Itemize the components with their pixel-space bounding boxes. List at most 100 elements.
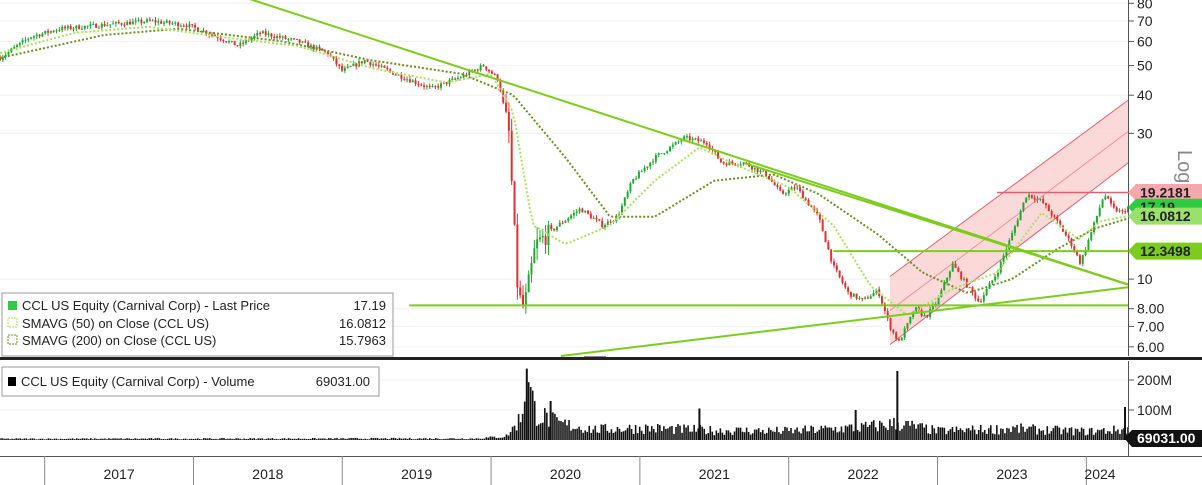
volume-bar-404: [814, 433, 817, 440]
volume-bar-529: [1066, 432, 1069, 440]
candle-body-204: [575, 211, 578, 213]
volume-bar-472: [951, 427, 954, 440]
volume-bar-49: [98, 439, 100, 440]
candle-body-340: [960, 271, 963, 280]
candle-body-271: [765, 170, 768, 176]
volume-bar-285: [574, 429, 576, 440]
volume-bar-546: [1100, 429, 1103, 440]
candle-body-27: [75, 25, 78, 29]
volume-bar-326: [657, 424, 659, 440]
volume-bar-112: [225, 439, 227, 440]
candle-body-363: [1025, 197, 1028, 203]
volume-bar-532: [1072, 435, 1075, 440]
volume-bar-313: [630, 429, 633, 440]
candle-body-128: [360, 61, 363, 64]
candle-body-290: [818, 213, 821, 220]
candle-body-24: [66, 26, 69, 29]
candle-body-285: [804, 198, 807, 200]
volume-bar-501: [1010, 431, 1012, 440]
candle-body-391: [1104, 196, 1107, 200]
volume-bar-521: [1050, 431, 1053, 440]
legend-last-price-label: CCL US Equity (Carnival Corp) - Last Pri…: [22, 298, 270, 313]
volume-bar-520: [1048, 433, 1051, 440]
volume-bar-369: [743, 432, 746, 440]
trendlines: [249, 0, 1129, 357]
candle-body-102: [287, 38, 290, 40]
legend-sma50-value: 16.0812: [339, 316, 386, 331]
candle-body-40: [112, 23, 115, 25]
candle-body-47: [131, 21, 134, 25]
candle-body-256: [722, 162, 725, 164]
volume-bar-94: [188, 438, 191, 440]
candle-body-23: [64, 26, 67, 29]
volume-bar-460: [927, 433, 930, 440]
candle-body-306: [864, 297, 867, 299]
volume-bar-19: [37, 439, 40, 440]
volume-bar-48: [96, 438, 98, 440]
volume-bar-434: [874, 427, 877, 440]
volume-bar-55: [110, 438, 112, 440]
candle-body-110: [309, 45, 312, 48]
volume-bar-339: [683, 424, 685, 440]
volume-bar-550: [1109, 431, 1111, 440]
candle-body-154: [434, 86, 437, 88]
candle-body-250: [705, 142, 708, 145]
price-legend[interactable]: CCL US Equity (Carnival Corp) - Last Pri…: [1, 292, 394, 357]
candle-body-84: [236, 45, 239, 47]
candle-body-203: [572, 212, 575, 216]
candle-body-7: [18, 42, 21, 46]
volume-bar-420: [846, 426, 849, 440]
candle-body-255: [719, 158, 722, 163]
volume-bar-122: [245, 439, 247, 440]
volume-bar-177: [356, 438, 358, 440]
candle-body-170: [479, 65, 482, 71]
volume-bar-344: [693, 424, 695, 440]
candle-body-12: [32, 36, 35, 38]
volume-bar-109: [219, 438, 221, 440]
volume-bar-441: [889, 419, 891, 440]
volume-bar-72: [144, 438, 147, 440]
volume-bar-446: [899, 430, 901, 440]
candle-body-51: [143, 21, 146, 23]
volume-bar-101: [203, 438, 205, 440]
candle-body-17: [47, 30, 50, 33]
regression-channel: [889, 99, 1129, 346]
volume-bar-74: [148, 438, 151, 440]
volume-bar-346: [697, 428, 699, 440]
volume-bar-75: [150, 438, 153, 440]
volume-bar-255: [513, 425, 516, 440]
volume-bar-518: [1044, 434, 1047, 440]
candle-body-202: [570, 215, 573, 219]
volume-bar-153: [307, 439, 310, 440]
candle-body-149: [420, 84, 423, 86]
volume-bar-506: [1020, 423, 1022, 440]
volume-legend[interactable]: CCL US Equity (Carnival Corp) - Volume 6…: [1, 366, 380, 397]
volume-bar-515: [1038, 428, 1041, 440]
candle-body-31: [86, 25, 89, 27]
candle-body-260: [734, 163, 737, 165]
volume-bar-360: [725, 430, 728, 440]
volume-bar-537: [1082, 428, 1085, 440]
candle-body-107: [301, 41, 304, 43]
candle-body-205: [578, 208, 581, 212]
volume-bar-386: [778, 432, 780, 440]
volume-bar-410: [826, 427, 829, 440]
candle-body-179: [505, 102, 508, 112]
volume-spike-3: [698, 408, 701, 440]
volume-bar-524: [1056, 425, 1059, 440]
volume-bar-525: [1058, 427, 1061, 440]
volume-bar-353: [711, 431, 714, 440]
trendline-1: [743, 162, 1129, 286]
volume-bar-149: [299, 438, 302, 440]
candle-body-349: [985, 288, 988, 296]
candle-body-356: [1005, 249, 1008, 256]
volume-bar-330: [665, 428, 667, 440]
volume-bar-470: [947, 430, 950, 440]
volume-bar-380: [765, 432, 768, 440]
candle-body-381: [1076, 251, 1079, 256]
volume-bar-211: [424, 438, 427, 440]
candle-body-268: [756, 167, 759, 172]
candle-body-89: [250, 38, 253, 41]
volume-bar-397: [800, 433, 802, 440]
volume-bar-440: [887, 429, 889, 440]
